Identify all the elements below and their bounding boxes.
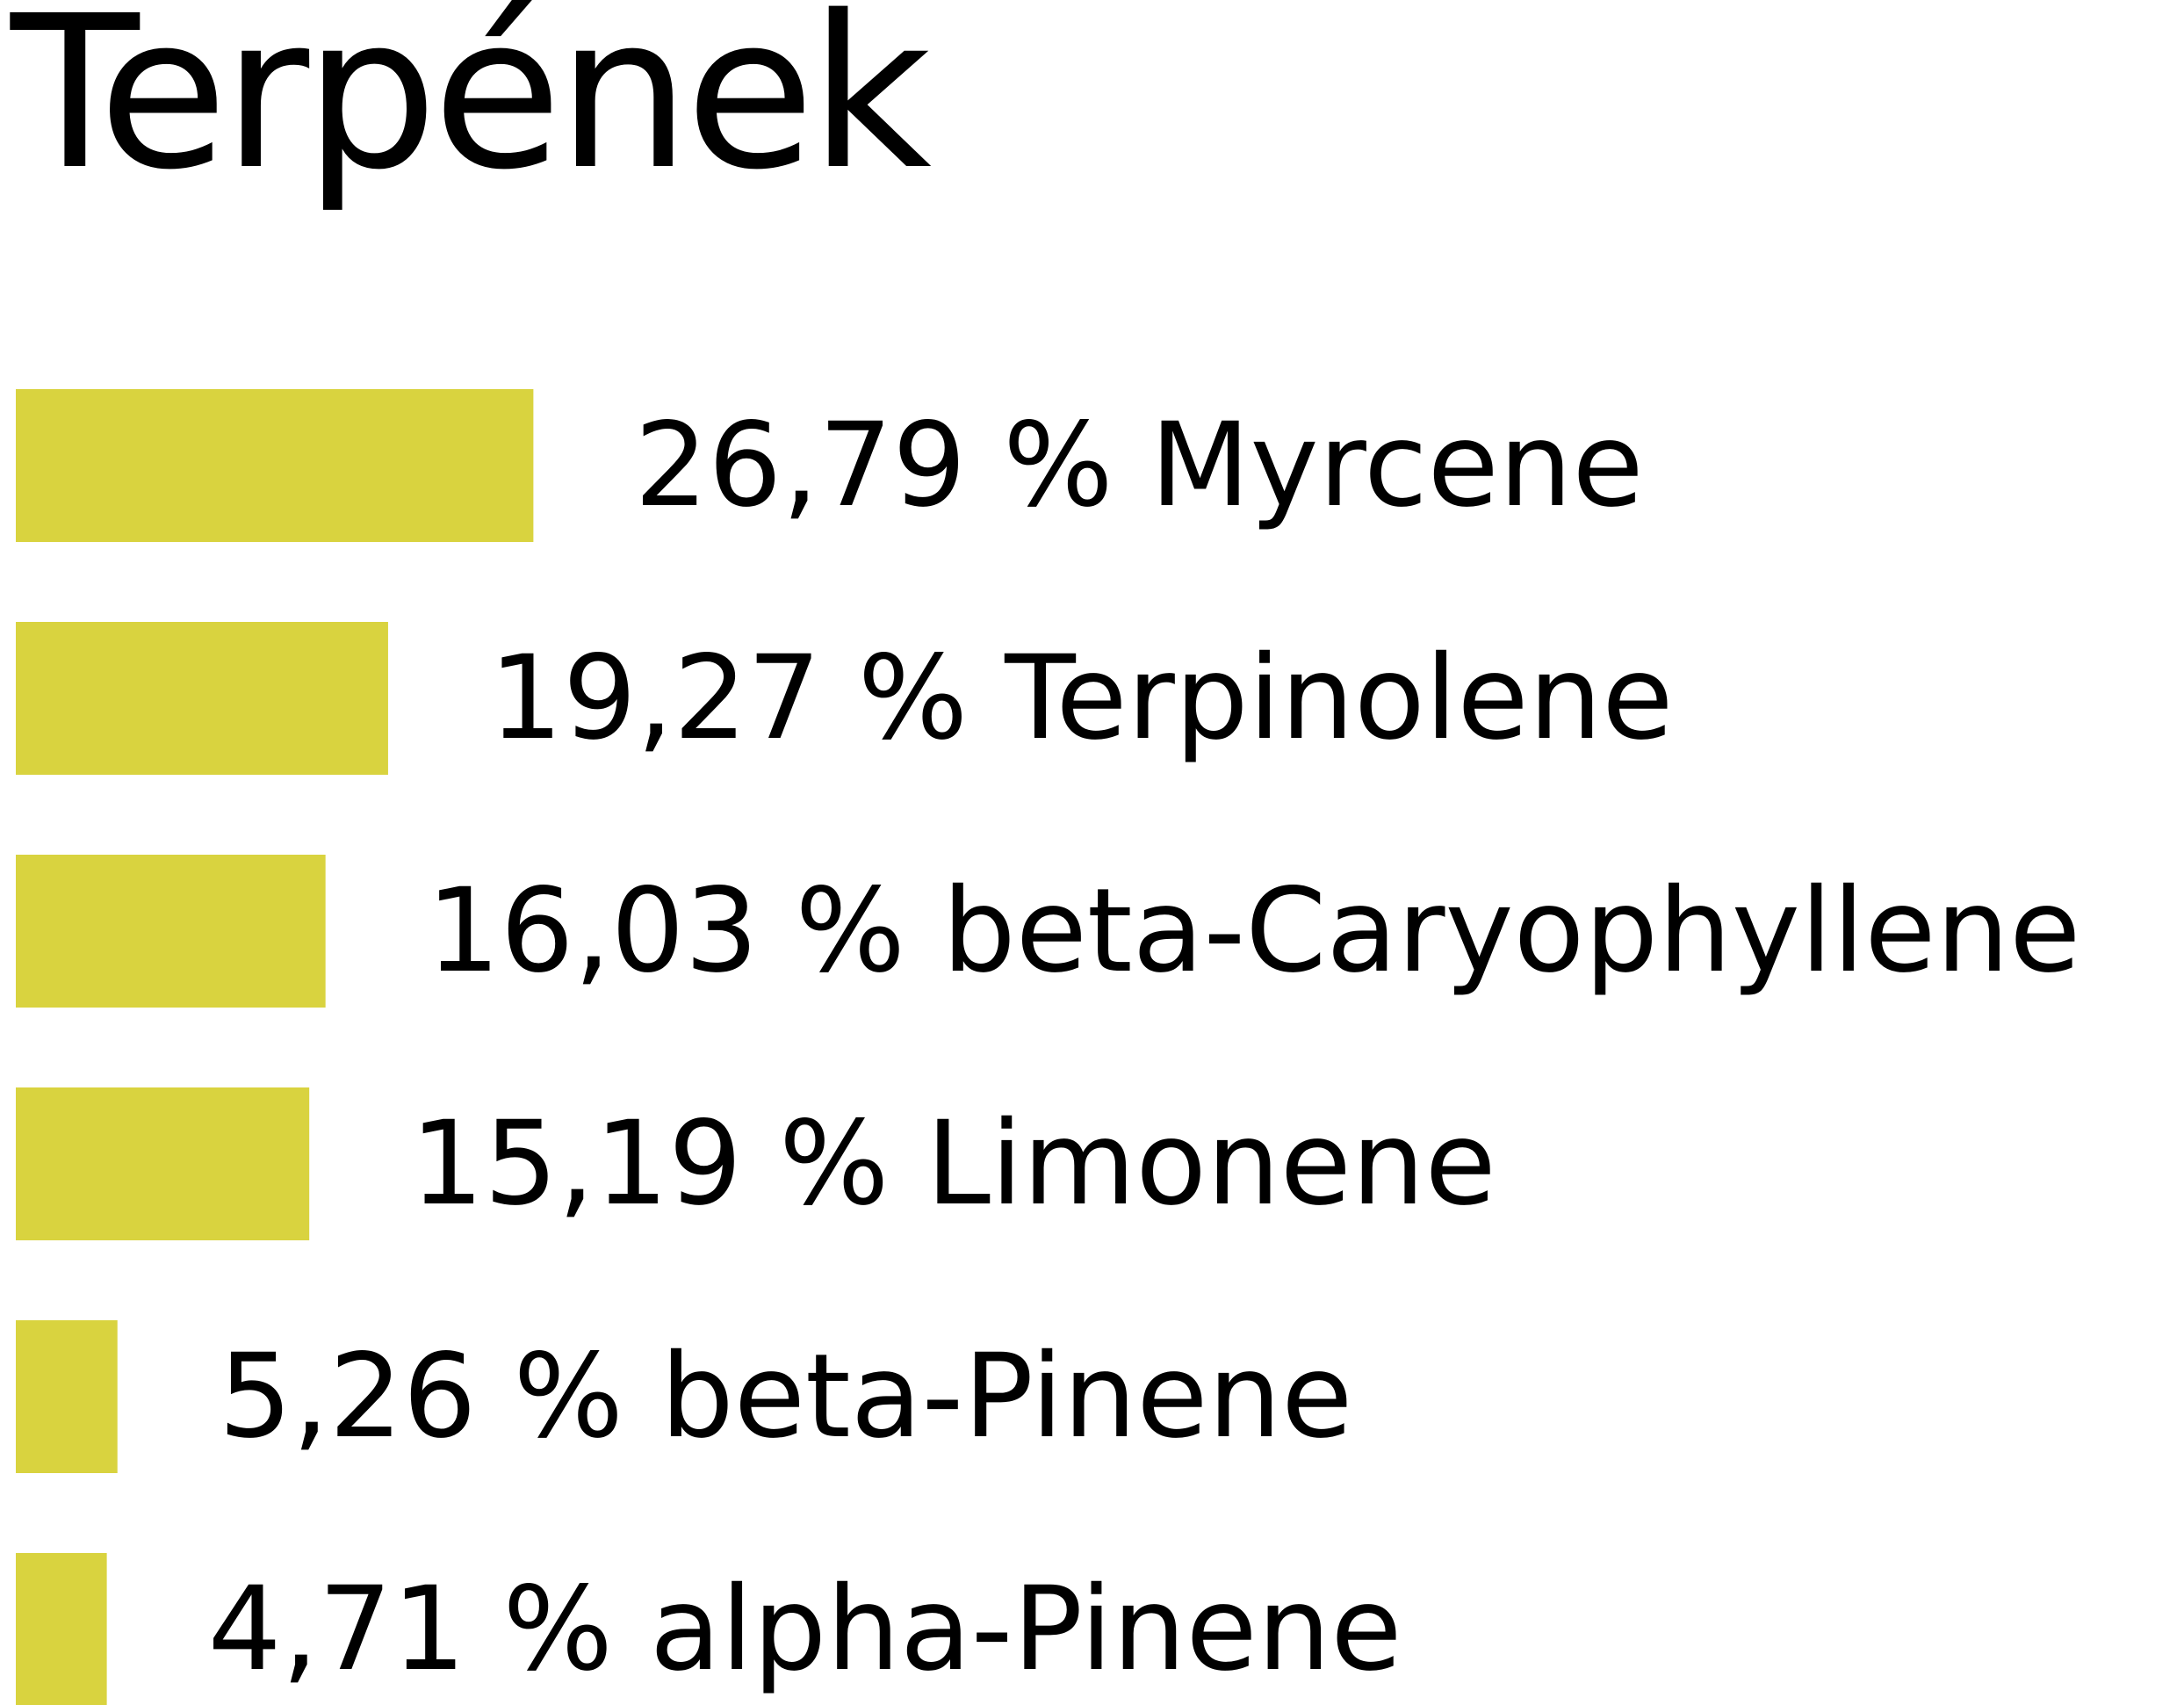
bar-label-limonene: 15,19 % Limonene: [410, 1096, 1496, 1232]
bar-limonene: [16, 1087, 310, 1240]
bar-label-myrcene: 26,79 % Myrcene: [634, 398, 1643, 533]
bar-beta-pinene: [16, 1320, 118, 1473]
bar-myrcene: [16, 389, 534, 542]
bar-terpinolene: [16, 622, 388, 775]
bar-beta-caryophyllene: [16, 855, 326, 1008]
bar-alpha-pinene: [16, 1553, 107, 1705]
bar-label-beta-caryophyllene: 16,03 % beta-Caryophyllene: [427, 863, 2081, 999]
chart-title: Terpének: [11, 0, 932, 216]
bar-label-terpinolene: 19,27 % Terpinolene: [489, 631, 1674, 766]
bar-label-beta-pinene: 5,26 % beta-Pinene: [219, 1329, 1353, 1464]
bar-label-alpha-pinene: 4,71 % alpha-Pinene: [208, 1562, 1402, 1697]
